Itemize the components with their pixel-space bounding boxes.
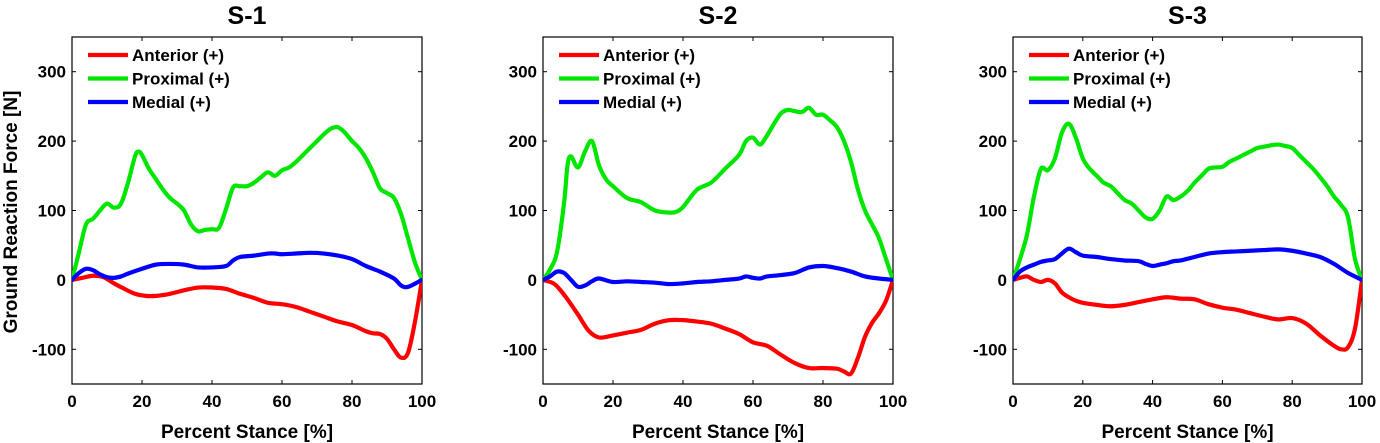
y-tick-label: 0 <box>998 271 1007 290</box>
series-line-3 <box>543 263 893 290</box>
x-tick-label: 80 <box>1283 392 1302 411</box>
chart-title: S-1 <box>228 2 267 30</box>
y-tick-label: -100 <box>973 340 1007 359</box>
chart-panel-2: S-2 Percent Stance [%] 0 20 40 60 80 100 -100 0 10… <box>503 2 907 443</box>
y-tick-label: 0 <box>57 271 66 290</box>
legend-label: Medial (+) <box>132 93 211 112</box>
x-tick-label: 60 <box>1213 392 1232 411</box>
series-line-1 <box>543 277 893 377</box>
legend-label: Medial (+) <box>1073 93 1152 112</box>
chart-title: S-3 <box>1168 2 1207 30</box>
x-tick-label: 80 <box>343 392 362 411</box>
x-tick-label: 100 <box>408 392 436 411</box>
chart-title: S-2 <box>699 2 738 30</box>
y-tick-label: 200 <box>979 132 1007 151</box>
y-tick-label: 100 <box>509 202 537 221</box>
x-tick-label: 40 <box>674 392 693 411</box>
y-tick-label: 200 <box>38 132 66 151</box>
y-tick-label: 300 <box>38 63 66 82</box>
series-line-1 <box>1013 274 1362 352</box>
axes-box <box>1012 36 1363 385</box>
x-tick-label: 100 <box>879 392 907 411</box>
series-line-2 <box>543 105 893 282</box>
x-tick-label: 60 <box>273 392 292 411</box>
x-axis-label: Percent Stance [%] <box>1101 422 1273 443</box>
x-axis-label: Percent Stance [%] <box>632 422 804 443</box>
legend-label: Proximal (+) <box>132 70 230 89</box>
series-line-3 <box>1013 246 1362 282</box>
y-tick-label: 100 <box>38 202 66 221</box>
x-tick-label: 0 <box>538 392 547 411</box>
chart-panel-3: S-3 Percent Stance [%] 0 20 40 60 80 100 -100 0 10… <box>973 2 1376 443</box>
y-tick-label: -100 <box>503 340 537 359</box>
y-tick-label: 100 <box>979 202 1007 221</box>
legend-label: Anterior (+) <box>132 46 224 65</box>
x-tick-label: 20 <box>1073 392 1092 411</box>
y-tick-label: 200 <box>509 132 537 151</box>
x-tick-label: 0 <box>1008 392 1017 411</box>
series-line-1 <box>72 273 422 361</box>
y-tick-label: 0 <box>528 271 537 290</box>
x-tick-label: 0 <box>67 392 76 411</box>
y-tick-label: -100 <box>32 340 66 359</box>
series-line-3 <box>72 250 422 290</box>
y-axis-label: Ground Reaction Force [N] <box>1 91 22 334</box>
legend-label: Anterior (+) <box>603 46 695 65</box>
y-tick-label: 300 <box>979 63 1007 82</box>
x-tick-label: 80 <box>814 392 833 411</box>
x-tick-label: 40 <box>203 392 222 411</box>
series-line-2 <box>72 124 422 282</box>
legend-label: Medial (+) <box>603 93 682 112</box>
legend-label: Proximal (+) <box>603 70 701 89</box>
series-line-2 <box>1013 121 1362 282</box>
legend-label: Proximal (+) <box>1073 70 1171 89</box>
legend-label: Anterior (+) <box>1073 46 1165 65</box>
y-tick-label: 300 <box>509 63 537 82</box>
x-tick-label: 20 <box>133 392 152 411</box>
x-tick-label: 20 <box>604 392 623 411</box>
x-tick-label: 60 <box>744 392 763 411</box>
axes-box <box>542 36 894 385</box>
x-tick-label: 100 <box>1348 392 1376 411</box>
x-tick-label: 40 <box>1143 392 1162 411</box>
x-axis-label: Percent Stance [%] <box>161 422 333 443</box>
chart-panel-1: S-1 Percent Stance [%] 0 20 40 60 80 100 -100 0 10… <box>32 2 436 443</box>
